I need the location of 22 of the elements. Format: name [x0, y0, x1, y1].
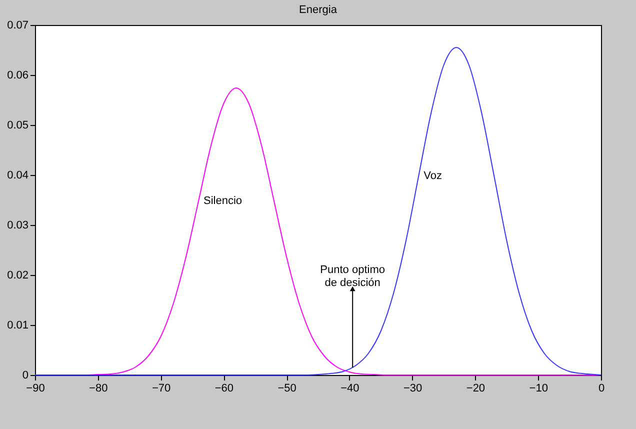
y-tick-label: 0	[22, 370, 28, 382]
x-tick-label: 0	[598, 382, 605, 394]
x-tick-label: −30	[403, 382, 422, 394]
x-tick-label: −90	[26, 382, 45, 394]
y-tick-label: 0.01	[7, 320, 28, 332]
x-tick-label: −20	[466, 382, 486, 394]
x-tick-label: −50	[278, 382, 296, 394]
x-tick-label: −40	[340, 382, 360, 394]
y-tick-label: 0.04	[7, 170, 28, 182]
x-tick-label: −80	[89, 382, 108, 394]
x-tick-label: −70	[152, 382, 171, 394]
y-tick-label: 0.07	[7, 20, 28, 32]
series-label: Voz	[424, 170, 442, 182]
y-tick-label: 0.06	[7, 70, 28, 82]
series-label: Silencio	[204, 195, 242, 207]
x-tick-label: −60	[214, 382, 234, 394]
y-tick-label: 0.05	[7, 120, 28, 132]
chart-title: Energia	[299, 4, 338, 16]
y-tick-label: 0.03	[7, 220, 28, 232]
y-tick-label: 0.02	[7, 270, 28, 282]
x-tick-label: −10	[529, 382, 548, 394]
annotation: Punto optimo de desición	[320, 264, 386, 289]
